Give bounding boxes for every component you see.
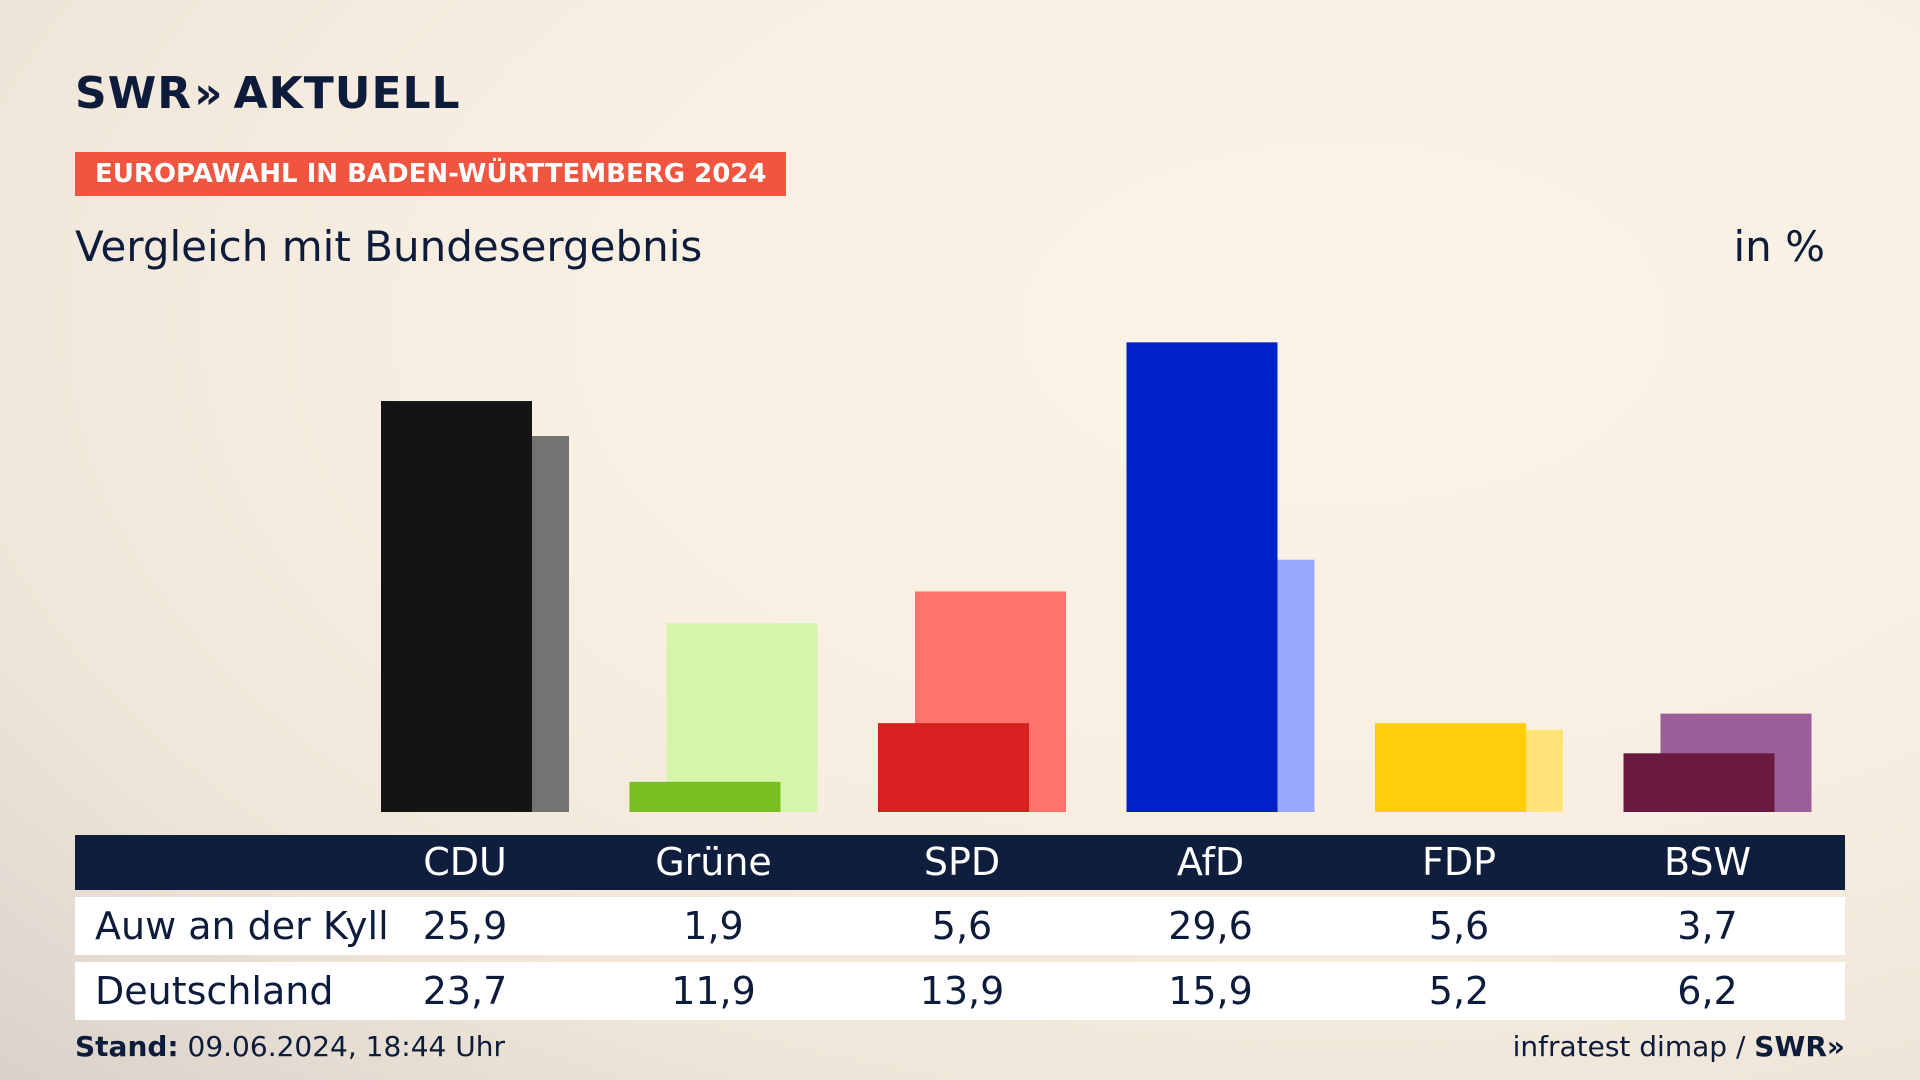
table-cell: 1,9 [683, 904, 744, 948]
column-header: FDP [1421, 840, 1497, 884]
table-cell: 23,7 [422, 969, 508, 1013]
election-badge: EUROPAWAHL IN BADEN-WÜRTTEMBERG 2024 [75, 152, 787, 196]
table-header-row: CDU Grüne SPD AfD FDP BSW [75, 835, 1845, 890]
results-table: CDU Grüne SPD AfD FDP BSW Auw an der Kyll 25,… [75, 835, 1845, 1020]
table-cell: 5,6 [1428, 904, 1490, 948]
table-row: Auw an der Kyll 25,9 1,9 5,6 29,6 5,6 3,7 [75, 897, 1845, 955]
bar-local-spd [878, 723, 1029, 812]
bar-local-afd [1126, 342, 1278, 812]
bar-national-grüne [666, 623, 818, 812]
table-cell: 13,9 [919, 969, 1005, 1013]
unit-label: in % [1733, 222, 1825, 271]
table-cell: 5,6 [931, 904, 993, 948]
timestamp: Stand: 09.06.2024, 18:44 Uhr [75, 1030, 505, 1063]
chart-subtitle: Vergleich mit Bundesergebnis [75, 222, 703, 271]
table-cell: 11,9 [671, 969, 756, 1013]
logo-chevrons: » [194, 68, 224, 119]
logo-aktuell: AKTUELL [233, 68, 461, 119]
column-header: AfD [1176, 840, 1245, 884]
swr-aktuell-logo: SWR» AKTUELL [75, 68, 461, 119]
stand-value: 09.06.2024, 18:44 Uhr [187, 1030, 505, 1063]
row-label: Auw an der Kyll [95, 904, 389, 948]
table-cell: 29,6 [1168, 904, 1253, 948]
column-header: Grüne [655, 840, 772, 884]
row-label: Deutschland [95, 969, 334, 1013]
source-logo: SWR» [1754, 1030, 1845, 1063]
bar-local-cdu [381, 401, 532, 812]
source-text: infratest dimap / [1512, 1030, 1746, 1063]
bar-local-fdp [1375, 723, 1526, 812]
column-header: CDU [423, 840, 507, 884]
column-header: BSW [1663, 840, 1752, 884]
stand-label: Stand: [75, 1030, 179, 1063]
table-cell: 15,9 [1168, 969, 1253, 1013]
table-cell: 3,7 [1677, 904, 1738, 948]
table-cell: 6,2 [1677, 969, 1738, 1013]
bar-local-grüne [629, 781, 781, 812]
logo-swr: SWR [75, 68, 193, 119]
source-credit: infratest dimap / SWR» [1513, 1030, 1845, 1063]
bar-chart [381, 342, 1812, 812]
column-header: SPD [923, 840, 1001, 884]
bar-local-bsw [1623, 753, 1775, 812]
table-row: Deutschland 23,7 11,9 13,9 15,9 5,2 6,2 [75, 962, 1845, 1020]
table-cell: 5,2 [1428, 969, 1490, 1013]
table-cell: 25,9 [422, 904, 508, 948]
